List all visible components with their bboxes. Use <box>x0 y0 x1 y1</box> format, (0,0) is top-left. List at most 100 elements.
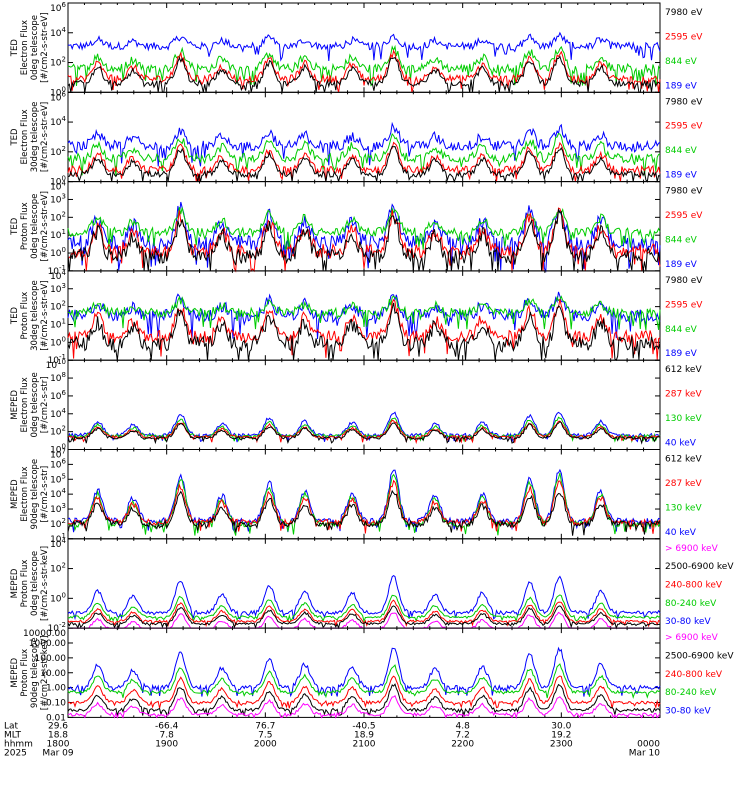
legend-entry-3-1: 2595 eV <box>665 300 703 310</box>
series-line-0-0 <box>67 55 661 94</box>
legend-entry-7-4: 30-80 keV <box>665 706 711 716</box>
legend-entry-2-3: 189 eV <box>665 260 698 270</box>
y-axis-label-2-2: 0deg telescope <box>30 194 40 259</box>
legend-entry-6-3: 80-240 keV <box>665 599 717 609</box>
series-line-7-4 <box>67 646 661 698</box>
y-tick-label-4-5: 1010 <box>46 358 66 371</box>
legend-entry-5-0: 612 keV <box>665 455 702 465</box>
series-line-0-1 <box>67 49 661 93</box>
y-tick-label-6-1: 100 <box>50 591 66 604</box>
series-line-1-0 <box>67 145 661 184</box>
time-axis-label-1-1: 7.8 <box>160 730 175 740</box>
time-axis-row-label-3: 2025 <box>4 748 27 758</box>
y-tick-label-7-0: 0.01 <box>46 713 66 723</box>
time-axis-label-0-2: 1800 <box>47 739 70 749</box>
series-line-0-3 <box>67 31 661 62</box>
legend-entry-5-3: 40 keV <box>665 528 697 538</box>
y-tick-label-5-5: 106 <box>50 457 66 470</box>
series-line-5-0 <box>67 489 661 536</box>
y-tick-label-4-2: 104 <box>50 407 66 420</box>
y-axis-label-1-3: [#/cm2-s-str-eV] <box>40 102 50 172</box>
legend-entry-3-3: 189 eV <box>665 349 698 359</box>
y-tick-label-2-4: 103 <box>50 192 66 205</box>
y-axis-label-3-3: [#/cm2-s-str-eV] <box>40 280 50 350</box>
y-tick-label-2-5: 104 <box>50 180 66 193</box>
time-axis-label-5-0: 30.0 <box>551 721 571 731</box>
y-tick-label-4-1: 102 <box>50 425 66 438</box>
legend-entry-4-3: 40 keV <box>665 439 697 449</box>
panel-frame-6 <box>67 538 661 629</box>
y-axis-label-5-1: Electron Flux <box>20 467 30 522</box>
time-axis-label-0-3: Mar 09 <box>42 748 74 758</box>
y-tick-label-4-4: 108 <box>50 371 66 384</box>
series-line-0-2 <box>67 44 661 87</box>
y-axis-label-4-3: [#/cm2-s-str] <box>40 376 50 433</box>
legend-entry-7-0: > 6900 keV <box>665 633 719 643</box>
y-tick-label-5-1: 102 <box>50 517 66 530</box>
time-axis-label-5-1: 19.2 <box>551 730 571 740</box>
time-axis-label-4-1: 7.2 <box>456 730 470 740</box>
series-line-7-0 <box>67 694 661 720</box>
time-axis-label-2-0: 76.7 <box>255 721 275 731</box>
y-axis-label-4-2: 0deg telescope <box>30 372 40 437</box>
y-tick-label-7-3: 10.00 <box>40 669 66 679</box>
y-axis-label-1-2: 30deg telescope <box>30 102 40 173</box>
y-tick-label-7-5: 1000.00 <box>29 639 66 649</box>
y-tick-label-3-5: 104 <box>50 269 66 282</box>
legend-entry-1-3: 189 eV <box>665 171 698 181</box>
y-tick-label-5-2: 103 <box>50 502 66 515</box>
y-tick-label-7-4: 100.00 <box>35 654 67 664</box>
legend-entry-0-0: 7980 eV <box>665 8 703 18</box>
legend-entry-1-1: 2595 eV <box>665 122 703 132</box>
legend-entry-6-4: 30-80 keV <box>665 617 711 627</box>
legend-entry-6-2: 240-800 keV <box>665 580 723 590</box>
series-line-7-3 <box>67 663 661 700</box>
y-axis-label-0-1: Electron Flux <box>20 20 30 75</box>
y-tick-label-1-3: 106 <box>50 90 66 103</box>
y-axis-label-3-1: Proton Flux <box>20 292 30 340</box>
time-axis-label-4-0: 4.8 <box>456 721 471 731</box>
time-axis-row-label-2: hhmm <box>4 739 33 749</box>
legend-entry-3-0: 7980 eV <box>665 276 703 286</box>
series-line-3-2 <box>67 295 661 331</box>
y-axis-label-0-0: TED <box>10 39 20 58</box>
y-tick-label-7-6: 10000.00 <box>23 629 66 639</box>
legend-entry-2-0: 7980 eV <box>665 187 703 197</box>
legend-entry-5-1: 287 keV <box>665 479 702 489</box>
series-line-2-3 <box>67 201 661 273</box>
y-axis-label-7-1: Proton Flux <box>20 649 30 697</box>
legend-entry-3-2: 844 eV <box>665 325 698 335</box>
y-tick-label-1-1: 102 <box>50 145 66 158</box>
legend-entry-7-2: 240-800 keV <box>665 670 723 680</box>
y-tick-label-5-4: 105 <box>50 472 66 485</box>
y-tick-label-1-0: 100 <box>50 175 66 188</box>
series-line-3-3 <box>67 291 661 340</box>
y-tick-label-0-0: 100 <box>50 85 66 98</box>
legend-entry-4-1: 287 keV <box>665 390 702 400</box>
y-tick-label-4-3: 106 <box>50 389 66 402</box>
series-line-5-3 <box>67 468 661 533</box>
y-axis-label-0-3: [#/cm2-s-str-eV] <box>40 12 50 82</box>
y-tick-label-4-0: 100 <box>50 443 66 456</box>
y-tick-label-7-2: 1.00 <box>46 684 66 694</box>
y-tick-label-0-2: 104 <box>50 26 66 39</box>
y-axis-label-5-0: MEPED <box>10 479 20 509</box>
y-tick-label-1-2: 104 <box>50 115 66 128</box>
y-axis-label-6-3: [#/cm2-s-str-keV] <box>40 546 50 621</box>
series-line-1-3 <box>67 121 661 167</box>
y-axis-label-1-0: TED <box>10 128 20 147</box>
series-line-3-1 <box>67 298 661 360</box>
y-tick-label-6-3: 104 <box>50 537 66 550</box>
y-tick-label-6-0: 10-2 <box>48 621 66 634</box>
y-tick-label-5-3: 104 <box>50 487 66 500</box>
y-axis-label-2-0: TED <box>10 217 20 236</box>
y-axis-label-2-3: [#/cm2-s-str-eV] <box>40 191 50 261</box>
y-axis-label-7-0: MEPED <box>10 657 20 687</box>
time-axis-label-6-2: 0000 <box>637 739 660 749</box>
y-axis-label-7-2: 90deg telescope <box>30 637 40 708</box>
y-tick-label-3-4: 103 <box>50 282 66 295</box>
y-axis-label-5-3: [#/cm2-s-str] <box>40 466 50 523</box>
y-axis-label-6-2: 0deg telescope <box>30 551 40 616</box>
series-line-2-0 <box>67 207 661 271</box>
